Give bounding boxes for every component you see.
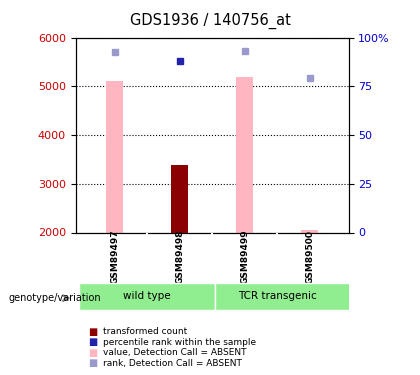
Text: GSM89500: GSM89500: [305, 230, 314, 284]
Text: transformed count: transformed count: [103, 327, 187, 336]
Text: ■: ■: [88, 338, 97, 347]
Text: ■: ■: [88, 327, 97, 337]
Text: ■: ■: [88, 348, 97, 358]
Text: genotype/variation: genotype/variation: [8, 293, 101, 303]
Text: TCR transgenic: TCR transgenic: [238, 291, 317, 301]
Bar: [215, 283, 352, 310]
Text: rank, Detection Call = ABSENT: rank, Detection Call = ABSENT: [103, 359, 242, 368]
Text: wild type: wild type: [123, 291, 171, 301]
Text: GDS1936 / 140756_at: GDS1936 / 140756_at: [129, 13, 291, 29]
Text: percentile rank within the sample: percentile rank within the sample: [103, 338, 256, 347]
Text: GSM89499: GSM89499: [240, 230, 249, 284]
Text: GSM89498: GSM89498: [175, 230, 184, 284]
Bar: [302, 230, 318, 232]
Text: ■: ■: [88, 358, 97, 368]
Text: GSM89497: GSM89497: [110, 230, 119, 284]
Bar: [171, 165, 188, 232]
Text: value, Detection Call = ABSENT: value, Detection Call = ABSENT: [103, 348, 247, 357]
Bar: [236, 78, 253, 232]
Bar: [107, 81, 123, 232]
Bar: [79, 283, 215, 310]
